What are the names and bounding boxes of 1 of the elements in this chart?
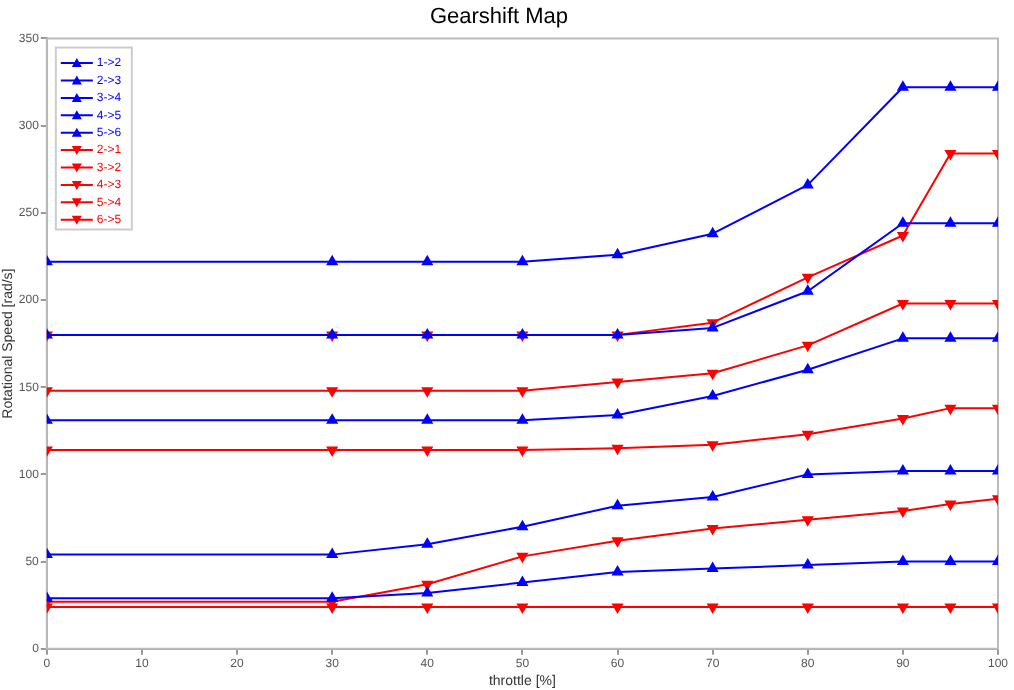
chart-title: Gearshift Map bbox=[429, 5, 569, 30]
